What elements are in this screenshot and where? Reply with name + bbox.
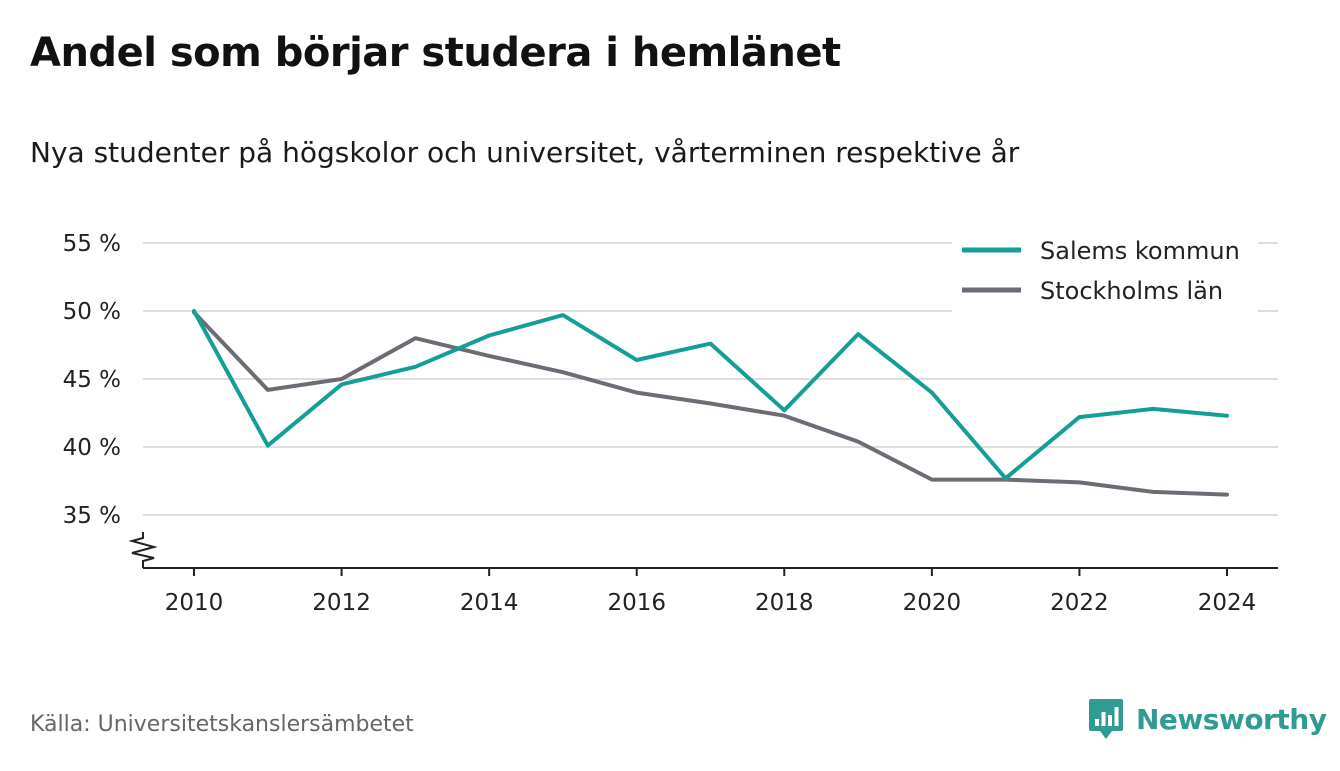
axes: 35 % 40 % 45 % 50 % 55 % 2010 2012 2014 2016 2018…	[63, 231, 1278, 616]
y-tick-label: 55 %	[63, 231, 121, 257]
x-tick-label: 2022	[1050, 590, 1109, 616]
y-axis-break-icon	[128, 532, 158, 568]
x-tick-label: 2012	[312, 590, 371, 616]
series-lines	[192, 309, 1229, 497]
x-tick-label: 2024	[1198, 590, 1257, 616]
x-tick-label: 2018	[755, 590, 814, 616]
x-tick-label: 2014	[460, 590, 519, 616]
legend-label: Stockholms län	[1040, 277, 1223, 305]
legend-label: Salems kommun	[1040, 237, 1240, 265]
y-tick-label: 40 %	[63, 435, 121, 461]
brand-name: Newsworthy	[1136, 702, 1327, 736]
series-line-salems-kommun	[192, 309, 1229, 481]
y-tick-label: 35 %	[63, 503, 121, 529]
chart-title: Andel som börjar studera i hemlänet	[30, 30, 841, 76]
source-note: Källa: Universitetskanslersämbetet	[30, 712, 414, 737]
chart-subtitle: Nya studenter på högskolor och universit…	[30, 136, 1020, 169]
y-tick-label: 50 %	[63, 299, 121, 325]
newsworthy-logo-icon	[1089, 699, 1123, 739]
legend: Salems kommun Stockholms län	[952, 228, 1258, 312]
x-tick-label: 2016	[607, 590, 666, 616]
series-line-stockholms-lan	[192, 310, 1229, 497]
y-tick-label: 45 %	[63, 367, 121, 393]
brand-logo: Newsworthy	[1088, 697, 1327, 741]
legend-background	[952, 228, 1258, 312]
x-tick-label: 2020	[903, 590, 962, 616]
x-tick-label: 2010	[165, 590, 224, 616]
